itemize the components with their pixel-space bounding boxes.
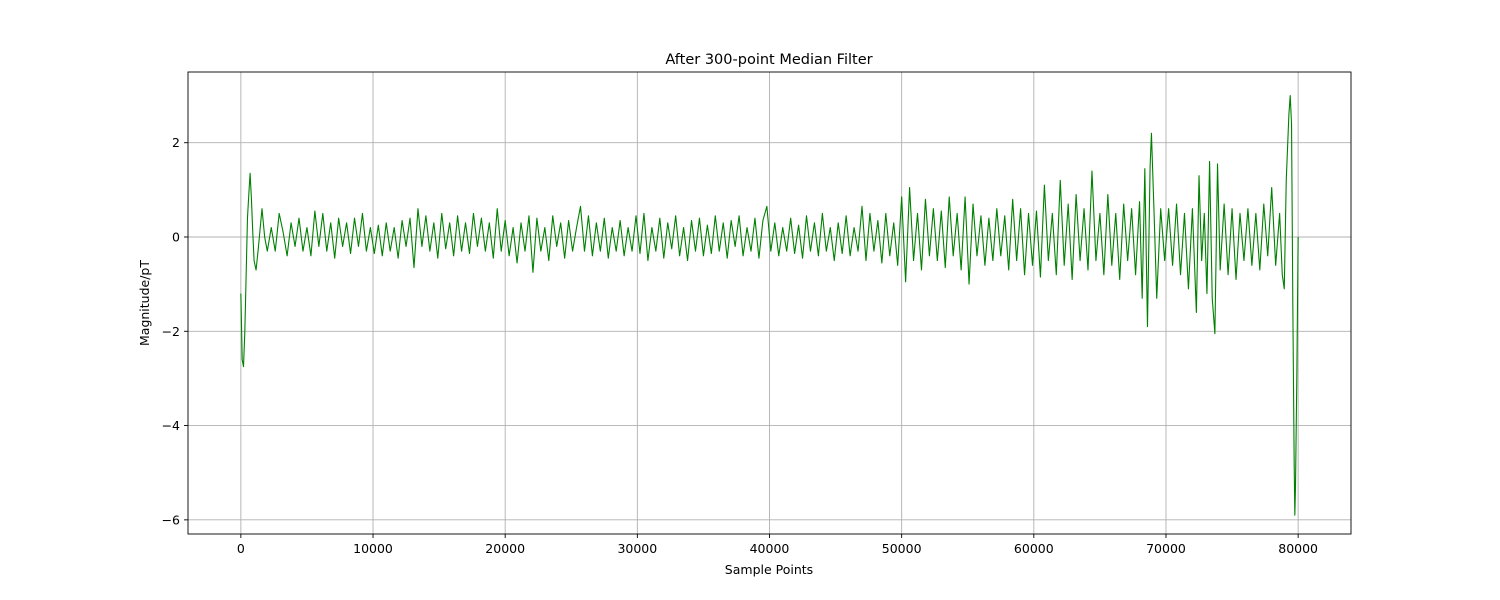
x-axis-label: Sample Points — [725, 562, 813, 577]
x-tick-label: 70000 — [1146, 541, 1186, 556]
series-layer — [240, 95, 1299, 516]
grid — [188, 72, 1351, 534]
y-tick-label: −2 — [162, 324, 180, 339]
x-tick-label: 10000 — [353, 541, 393, 556]
x-tick-label: 0 — [237, 541, 245, 556]
x-tick-label: 80000 — [1278, 541, 1318, 556]
ticks: 0 10000 20000 30000 40000 50000 60000 70000 8000… — [162, 135, 1319, 556]
series-line — [240, 95, 1299, 516]
x-tick-label: 20000 — [485, 541, 525, 556]
y-tick-label: 2 — [172, 135, 180, 150]
chart-title: After 300-point Median Filter — [665, 52, 872, 68]
x-tick-label: 50000 — [882, 541, 922, 556]
x-tick-label: 60000 — [1014, 541, 1054, 556]
y-tick-label: −6 — [162, 512, 180, 527]
y-tick-label: −4 — [162, 418, 180, 433]
x-tick-label: 30000 — [617, 541, 657, 556]
y-axis-label: Magnitude/pT — [137, 260, 152, 346]
y-tick-label: 0 — [172, 230, 180, 245]
x-tick-label: 40000 — [750, 541, 790, 556]
